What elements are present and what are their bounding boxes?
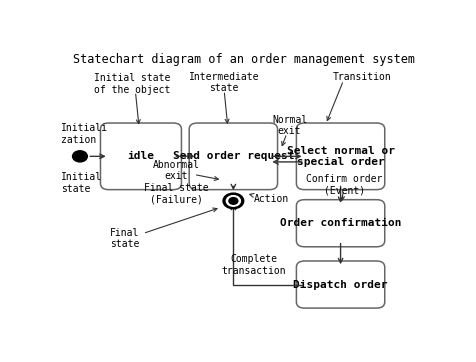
Text: Complete
transaction: Complete transaction [221, 254, 286, 276]
Text: Select normal or
special order: Select normal or special order [286, 146, 394, 167]
Circle shape [226, 195, 240, 206]
Text: Statechart diagram of an order management system: Statechart diagram of an order managemen… [73, 53, 415, 66]
Circle shape [228, 198, 238, 204]
FancyBboxPatch shape [296, 123, 384, 190]
Text: Initial
state: Initial state [61, 172, 102, 194]
FancyBboxPatch shape [189, 123, 277, 190]
Text: idle: idle [127, 151, 154, 161]
Text: Confirm order
(Event): Confirm order (Event) [306, 174, 382, 196]
Text: Transition: Transition [332, 72, 391, 82]
Text: Send order request: Send order request [172, 151, 294, 161]
Text: Order confirmation: Order confirmation [279, 218, 400, 228]
FancyBboxPatch shape [296, 200, 384, 247]
Text: Action: Action [253, 194, 288, 204]
Text: Normal
exit: Normal exit [271, 115, 307, 136]
Circle shape [72, 151, 87, 162]
Circle shape [223, 193, 243, 209]
Text: Final
state: Final state [109, 228, 139, 249]
FancyBboxPatch shape [100, 123, 181, 190]
Text: Initial state
of the object: Initial state of the object [93, 73, 169, 94]
Text: Dispatch order: Dispatch order [293, 279, 387, 290]
FancyBboxPatch shape [296, 261, 384, 308]
Text: Abnormal
exit
Final state
(Failure): Abnormal exit Final state (Failure) [144, 160, 208, 205]
Text: Intermediate
state: Intermediate state [188, 72, 259, 93]
Text: Initiali
zation: Initiali zation [61, 123, 108, 145]
